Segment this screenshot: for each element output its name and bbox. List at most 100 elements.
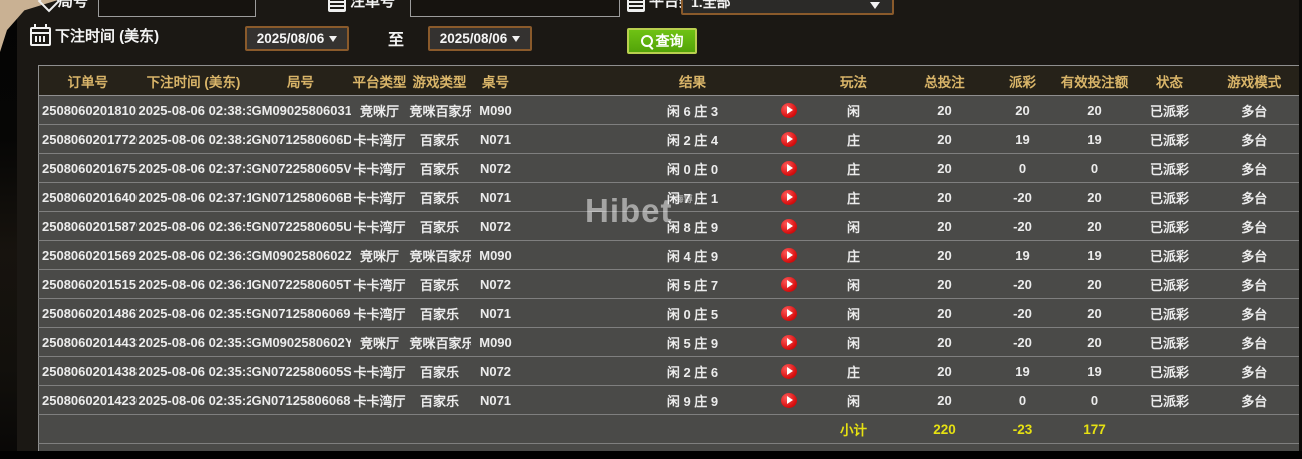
bet-no-label: 注单号 [350,0,396,10]
play-icon[interactable] [780,305,797,321]
cell-result: 闲 2 庄 6 [520,356,771,386]
date-to-picker[interactable]: 2025/08/06 [428,26,532,51]
cell-payout: -20 [988,211,1057,241]
cell-mode: 多台 [1206,327,1302,357]
cell-game_type [408,414,471,444]
query-button[interactable]: 查询 [627,28,697,54]
cell-play_icon[interactable] [770,211,807,241]
cell-round: GM0902580602Y [250,327,351,357]
cell-status [1132,414,1207,444]
cell-result: 闲 4 庄 9 [520,240,771,270]
cell-table_no [470,414,521,444]
play-icon[interactable] [780,392,797,408]
chevron-down-icon [329,35,338,42]
cell-platform: 竞咪厅 [359,103,399,119]
play-icon[interactable] [780,276,797,292]
cell-play_icon[interactable] [770,327,807,357]
chevron-down-icon [870,2,880,9]
cell-table_no: N071 [470,124,521,154]
platform-type-select[interactable]: 1.全部 [681,0,894,15]
date-from-picker[interactable]: 2025/08/06 [245,26,349,51]
cell-result [520,414,771,444]
cell-round: GM0902580602Z [250,240,351,270]
cell-platform: 卡卡湾厅 [350,269,409,299]
right-edge-strip [1299,0,1302,459]
cell-result: 闲 0 庄 0 [520,153,771,183]
cell-table_no: N071 [470,385,521,415]
cell-platform [350,414,409,444]
cell-status: 已派彩 [1132,124,1207,154]
cell-play_icon[interactable] [770,240,807,270]
cell-play_icon[interactable] [771,96,807,125]
cell-bet_side: 闲 [846,103,860,119]
cell-total_bet: 20 [900,211,989,241]
cell-play_icon[interactable] [770,298,807,328]
cell-time: 2025-08-06 02:35:55 [136,298,251,328]
cell-total_bet: 20 [900,269,989,299]
cell-total_bet: 20 [900,240,989,270]
cell-status: 已派彩 [1132,182,1207,212]
cell-play_icon[interactable] [770,356,807,386]
bet-records-table: 订单号 下注时间 (美东) 局号 平台类型 游戏类型 桌号 结果 玩法 总投注 派彩 有效投注额 状态… [38,65,1302,459]
cell-time: 2025-08-06 02:38:39 [138,102,251,118]
summary-row: 小计 220 -23 177 [38,414,1302,444]
diamond-icon [37,0,61,13]
cell-payout: -20 [988,298,1057,328]
bet-no-input[interactable] [410,0,620,17]
play-icon[interactable] [780,247,797,263]
cell-round: GN0712580606D [250,124,351,154]
play-triangle-icon [786,106,793,115]
play-icon[interactable] [780,160,797,176]
cell-payout: 0 [988,153,1057,183]
play-icon[interactable] [780,189,797,205]
cell-payout: 0 [988,385,1057,415]
cell-valid_bet: 177 [1056,414,1133,444]
cell-mode: 多台 [1206,240,1302,270]
chevron-down-icon [512,35,521,42]
cell-payout: -20 [988,269,1057,299]
cell-order: 250806020142303 [38,385,137,415]
cell-order: 250806020144331 [38,327,137,357]
cell-result: 闲 6 庄 3 [666,103,719,119]
cell-time: 2025-08-06 02:37:14 [136,182,251,212]
header-time: 下注时间 (美东) [136,65,251,96]
cell-total_bet: 20 [900,385,989,415]
header-game_type: 游戏类型 [408,65,471,96]
cell-play_icon[interactable] [770,385,807,415]
cell-play_icon[interactable] [770,269,807,299]
header-platform: 平台类型 [350,65,409,96]
round-no-input[interactable] [98,0,256,17]
cell-bet_side: 闲 [806,269,901,299]
cell-time: 2025-08-06 02:36:12 [136,269,251,299]
cell-table_no: M090 [479,102,512,118]
cell-game_type: 百家乐 [408,356,471,386]
calendar-icon [30,24,51,46]
cell-platform: 竞咪厅 [350,240,409,270]
cell-payout: 19 [988,240,1057,270]
cell-mode: 多台 [1206,124,1302,154]
cell-game_type: 百家乐 [408,298,471,328]
cell-play_icon[interactable] [770,153,807,183]
cell-platform: 卡卡湾厅 [350,182,409,212]
cell-status: 已派彩 [1132,327,1207,357]
cell-time [136,414,251,444]
cell-table_no: N071 [470,182,521,212]
cell-payout: 19 [988,356,1057,386]
play-icon[interactable] [780,363,797,379]
play-icon[interactable] [780,131,797,147]
cell-order: 250806020164002 [38,182,137,212]
cell-game_type: 百家乐 [408,124,471,154]
play-icon[interactable] [780,218,797,234]
cell-valid_bet: 19 [1056,356,1133,386]
cell-play_icon[interactable] [770,182,807,212]
play-triangle-icon [786,280,793,289]
cell-bet_side: 庄 [806,240,901,270]
play-icon[interactable] [780,102,797,118]
cell-game_type: 百家乐 [408,211,471,241]
cell-platform: 卡卡湾厅 [350,211,409,241]
cell-game_type: 百家乐 [408,269,471,299]
play-icon[interactable] [780,334,797,350]
cell-round: GN07125806069 [250,298,351,328]
cell-status: 已派彩 [1132,153,1207,183]
cell-play_icon[interactable] [770,124,807,154]
